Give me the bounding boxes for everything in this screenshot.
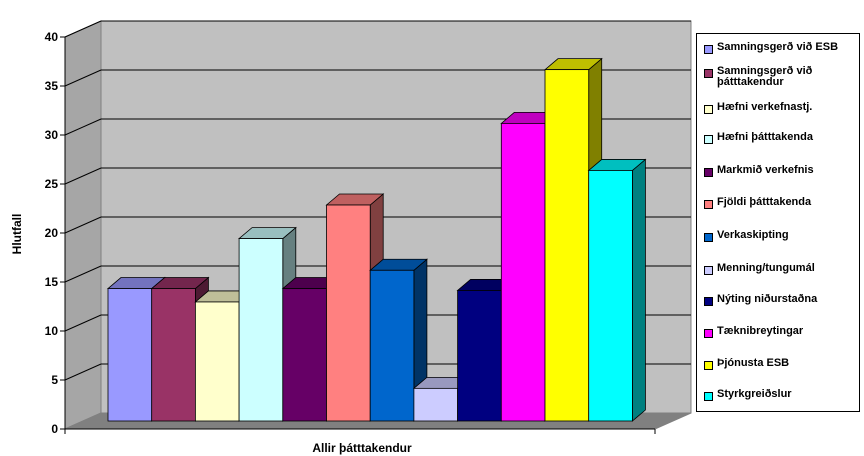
bar-front bbox=[413, 387, 458, 422]
legend-swatch bbox=[704, 297, 713, 306]
legend-swatch bbox=[704, 361, 713, 370]
bar-side bbox=[632, 158, 646, 422]
y-tick-label: 40 bbox=[45, 30, 59, 44]
gridline-side bbox=[64, 167, 102, 185]
legend-label: Fjöldi þátttakenda bbox=[717, 196, 812, 208]
gridline-side bbox=[64, 216, 102, 234]
bar bbox=[587, 158, 647, 422]
bar-front bbox=[194, 301, 240, 422]
legend-swatch bbox=[704, 233, 713, 242]
gridline-side bbox=[64, 265, 102, 283]
y-tick-label: 20 bbox=[45, 226, 59, 240]
legend-item: Verkaskipting bbox=[704, 230, 857, 242]
y-tick-label: 15 bbox=[45, 275, 59, 289]
legend-swatch bbox=[704, 135, 713, 144]
gridline-side bbox=[64, 118, 102, 136]
legend-label: Samningsgerð við þátttakendur bbox=[717, 65, 813, 88]
legend-label: Samningsgerð við ESB bbox=[717, 41, 839, 53]
legend-label: Þjónusta ESB bbox=[717, 357, 790, 369]
bar-front bbox=[457, 290, 502, 422]
bar-front bbox=[544, 69, 590, 422]
gridline-side bbox=[64, 314, 102, 332]
legend-label: Styrkgreiðslur bbox=[717, 388, 792, 400]
bar bbox=[325, 193, 385, 422]
bar-front bbox=[238, 238, 284, 422]
gridline-side bbox=[64, 69, 102, 87]
y-tick-label: 35 bbox=[45, 79, 59, 93]
bar-front bbox=[326, 204, 371, 422]
legend-swatch bbox=[704, 168, 713, 177]
legend-label: Verkaskipting bbox=[717, 229, 789, 241]
bar-front bbox=[588, 170, 633, 422]
gridline-side bbox=[64, 20, 102, 38]
legend-label: Hæfni verkefnastj. bbox=[717, 101, 813, 113]
legend-swatch bbox=[704, 266, 713, 275]
legend-label: Hæfni þátttakenda bbox=[717, 131, 813, 143]
y-axis-label: Hlutfall bbox=[10, 214, 24, 255]
y-tick-label: 25 bbox=[45, 177, 59, 191]
y-tick-label: 0 bbox=[51, 422, 58, 436]
legend-item: Fjöldi þátttakenda bbox=[704, 197, 857, 209]
legend: Samningsgerð við ESB Samningsgerð við þát… bbox=[696, 33, 860, 412]
legend-item: Samningsgerð við ESB bbox=[704, 42, 857, 54]
legend-swatch bbox=[704, 69, 713, 78]
legend-label: Nýting niðurstaðna bbox=[717, 293, 818, 305]
legend-item: Markmið verkefnis bbox=[704, 165, 857, 177]
y-tick-label: 5 bbox=[51, 373, 58, 387]
legend-item: Styrkgreiðslur bbox=[704, 389, 857, 401]
bar-front bbox=[369, 269, 415, 422]
legend-label: Markmið verkefnis bbox=[717, 164, 814, 176]
legend-item: Nýting niðurstaðna bbox=[704, 294, 857, 306]
legend-item: Menning/tungumál bbox=[704, 263, 857, 275]
legend-swatch bbox=[704, 392, 713, 401]
bar-front bbox=[151, 288, 196, 422]
legend-swatch bbox=[704, 329, 713, 338]
bar-front bbox=[500, 123, 546, 422]
legend-swatch bbox=[704, 200, 713, 209]
legend-item: Samningsgerð við þátttakendur bbox=[704, 66, 857, 88]
x-axis-label: Allir þátttakendur bbox=[312, 441, 412, 455]
y-tick-label: 30 bbox=[45, 128, 59, 142]
legend-label: Tæknibreytingar bbox=[717, 325, 804, 337]
y-tick-labels: 0 5 10 15 20 25 30 35 40 bbox=[45, 30, 65, 436]
gridline-side bbox=[64, 363, 102, 381]
y-tick-label: 10 bbox=[45, 324, 59, 338]
legend-item: Þjónusta ESB bbox=[704, 358, 857, 370]
legend-item: Hæfni verkefnastj. bbox=[704, 102, 857, 114]
legend-item: Tæknibreytingar bbox=[704, 326, 857, 338]
bars bbox=[106, 57, 647, 422]
bar-front bbox=[282, 288, 327, 422]
legend-item: Hæfni þátttakenda bbox=[704, 132, 857, 144]
legend-swatch bbox=[704, 45, 713, 54]
legend-swatch bbox=[704, 105, 713, 114]
legend-label: Menning/tungumál bbox=[717, 262, 815, 274]
bar-front bbox=[107, 288, 153, 422]
